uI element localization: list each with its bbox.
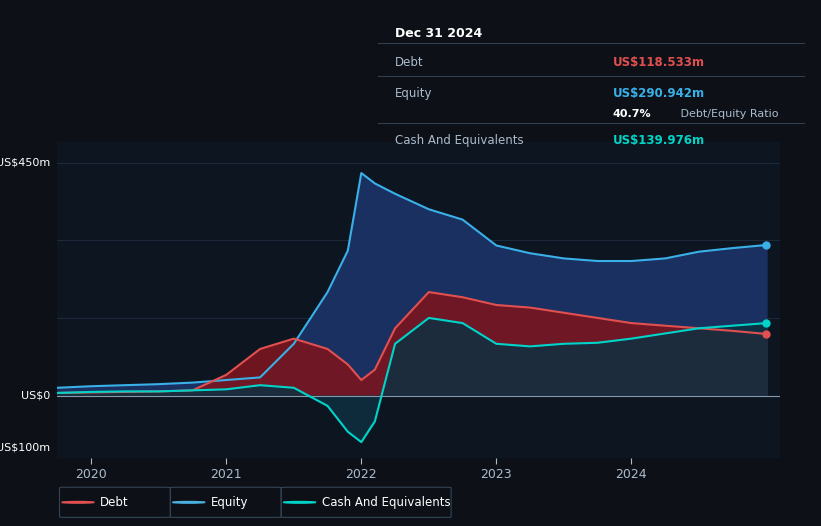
Text: US$450m: US$450m — [0, 158, 50, 168]
Text: Debt/Equity Ratio: Debt/Equity Ratio — [677, 109, 778, 119]
Circle shape — [172, 501, 205, 503]
Text: Debt: Debt — [395, 56, 424, 69]
Text: Cash And Equivalents: Cash And Equivalents — [322, 496, 451, 509]
Text: Debt: Debt — [100, 496, 129, 509]
Text: US$290.942m: US$290.942m — [612, 87, 704, 100]
Text: US$118.533m: US$118.533m — [612, 56, 704, 69]
Text: 40.7%: 40.7% — [612, 109, 651, 119]
Text: -US$100m: -US$100m — [0, 442, 50, 452]
Text: Equity: Equity — [395, 87, 432, 100]
Circle shape — [62, 501, 94, 503]
Text: US$0: US$0 — [21, 390, 50, 400]
Text: Cash And Equivalents: Cash And Equivalents — [395, 134, 523, 147]
Text: Dec 31 2024: Dec 31 2024 — [395, 27, 482, 40]
Text: US$139.976m: US$139.976m — [612, 134, 704, 147]
Circle shape — [283, 501, 316, 503]
Text: Equity: Equity — [211, 496, 249, 509]
